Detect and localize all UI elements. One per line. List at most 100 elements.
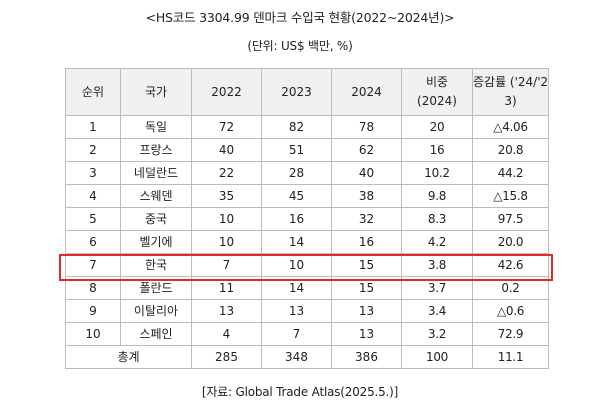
cell-growth: 20.8 bbox=[472, 138, 549, 162]
cell-growth: △4.06 bbox=[472, 115, 549, 139]
cell-growth: 72.9 bbox=[472, 322, 549, 346]
cell-growth: 20.0 bbox=[472, 230, 549, 254]
cell-rank: 1 bbox=[65, 115, 121, 139]
cell-2024: 38 bbox=[331, 184, 402, 208]
header-rank: 순위 bbox=[65, 68, 121, 116]
cell-2024: 32 bbox=[331, 207, 402, 231]
cell-2023: 51 bbox=[261, 138, 332, 162]
cell-2024: 78 bbox=[331, 115, 402, 139]
cell-2022: 10 bbox=[191, 207, 262, 231]
cell-share: 3.8 bbox=[401, 253, 473, 277]
cell-2024: 16 bbox=[331, 230, 402, 254]
cell-growth: 0.2 bbox=[472, 276, 549, 300]
unit-note: (단위: US$ 백만, %) bbox=[247, 39, 353, 53]
cell-rank: 6 bbox=[65, 230, 121, 254]
import-statistics-table: 순위 국가 2022 2023 2024 비중 (2024) 증감률 ('24/… bbox=[65, 68, 549, 369]
header-2024: 2024 bbox=[331, 68, 402, 116]
cell-country: 이탈리아 bbox=[120, 299, 192, 323]
cell-rank: 10 bbox=[65, 322, 121, 346]
table-row-highlighted: 7 한국 7 10 15 3.8 42.6 bbox=[65, 253, 549, 277]
cell-rank: 5 bbox=[65, 207, 121, 231]
cell-rank: 2 bbox=[65, 138, 121, 162]
table-body: 1 독일 72 82 78 20 △4.06 2 프랑스 40 51 62 16… bbox=[65, 115, 549, 369]
cell-share: 16 bbox=[401, 138, 473, 162]
cell-total-share: 100 bbox=[401, 345, 473, 369]
cell-2024: 15 bbox=[331, 276, 402, 300]
header-2022: 2022 bbox=[191, 68, 262, 116]
cell-2022: 72 bbox=[191, 115, 262, 139]
cell-2023: 28 bbox=[261, 161, 332, 185]
total-row: 총계 285 348 386 100 11.1 bbox=[65, 345, 549, 369]
cell-growth: △15.8 bbox=[472, 184, 549, 208]
cell-2022: 35 bbox=[191, 184, 262, 208]
cell-growth: 44.2 bbox=[472, 161, 549, 185]
cell-2022: 10 bbox=[191, 230, 262, 254]
table-row: 2 프랑스 40 51 62 16 20.8 bbox=[65, 138, 549, 162]
cell-2022: 22 bbox=[191, 161, 262, 185]
table-row: 9 이탈리아 13 13 13 3.4 △0.6 bbox=[65, 299, 549, 323]
table-row: 4 스웨덴 35 45 38 9.8 △15.8 bbox=[65, 184, 549, 208]
cell-share: 3.7 bbox=[401, 276, 473, 300]
cell-total-growth: 11.1 bbox=[472, 345, 549, 369]
table-title: <HS코드 3304.99 덴마크 수입국 현황(2022~2024년)> bbox=[145, 10, 455, 25]
header-share-line2: (2024) bbox=[417, 94, 457, 108]
cell-rank: 4 bbox=[65, 184, 121, 208]
cell-total-label: 총계 bbox=[65, 345, 192, 369]
header-growth-line1: 증감률 ('24/'2 bbox=[473, 75, 549, 89]
cell-2022: 4 bbox=[191, 322, 262, 346]
cell-rank: 9 bbox=[65, 299, 121, 323]
cell-rank: 8 bbox=[65, 276, 121, 300]
cell-country: 프랑스 bbox=[120, 138, 192, 162]
cell-2022: 40 bbox=[191, 138, 262, 162]
cell-country: 네덜란드 bbox=[120, 161, 192, 185]
table-row: 5 중국 10 16 32 8.3 97.5 bbox=[65, 207, 549, 231]
cell-2024: 40 bbox=[331, 161, 402, 185]
header-share-line1: 비중 bbox=[425, 75, 449, 89]
cell-2023: 45 bbox=[261, 184, 332, 208]
cell-growth: △0.6 bbox=[472, 299, 549, 323]
header-share: 비중 (2024) bbox=[401, 68, 473, 116]
header-2023: 2023 bbox=[261, 68, 332, 116]
cell-share: 9.8 bbox=[401, 184, 473, 208]
cell-2024: 15 bbox=[331, 253, 402, 277]
cell-total-2022: 285 bbox=[191, 345, 262, 369]
cell-rank: 7 bbox=[65, 253, 121, 277]
cell-country: 벨기에 bbox=[120, 230, 192, 254]
cell-2024: 13 bbox=[331, 322, 402, 346]
cell-2022: 11 bbox=[191, 276, 262, 300]
cell-country: 스페인 bbox=[120, 322, 192, 346]
header-growth-line2: 3) bbox=[504, 94, 517, 108]
table-row: 10 스페인 4 7 13 3.2 72.9 bbox=[65, 322, 549, 346]
cell-2023: 7 bbox=[261, 322, 332, 346]
cell-share: 3.4 bbox=[401, 299, 473, 323]
cell-share: 10.2 bbox=[401, 161, 473, 185]
cell-total-2024: 386 bbox=[331, 345, 402, 369]
cell-country: 독일 bbox=[120, 115, 192, 139]
header-row: 순위 국가 2022 2023 2024 비중 (2024) 증감률 ('24/… bbox=[65, 68, 549, 116]
cell-rank: 3 bbox=[65, 161, 121, 185]
cell-share: 8.3 bbox=[401, 207, 473, 231]
table-row: 8 폴란드 11 14 15 3.7 0.2 bbox=[65, 276, 549, 300]
cell-2024: 13 bbox=[331, 299, 402, 323]
table-row: 1 독일 72 82 78 20 △4.06 bbox=[65, 115, 549, 139]
cell-growth: 97.5 bbox=[472, 207, 549, 231]
cell-share: 3.2 bbox=[401, 322, 473, 346]
cell-country: 한국 bbox=[120, 253, 192, 277]
cell-2023: 10 bbox=[261, 253, 332, 277]
cell-2023: 14 bbox=[261, 230, 332, 254]
header-country: 국가 bbox=[120, 68, 192, 116]
cell-2023: 13 bbox=[261, 299, 332, 323]
cell-country: 중국 bbox=[120, 207, 192, 231]
cell-growth: 42.6 bbox=[472, 253, 549, 277]
cell-country: 스웨덴 bbox=[120, 184, 192, 208]
cell-2023: 14 bbox=[261, 276, 332, 300]
cell-2022: 13 bbox=[191, 299, 262, 323]
cell-2023: 16 bbox=[261, 207, 332, 231]
cell-2022: 7 bbox=[191, 253, 262, 277]
cell-country: 폴란드 bbox=[120, 276, 192, 300]
table-row: 3 네덜란드 22 28 40 10.2 44.2 bbox=[65, 161, 549, 185]
cell-share: 4.2 bbox=[401, 230, 473, 254]
cell-2023: 82 bbox=[261, 115, 332, 139]
header-growth: 증감률 ('24/'2 3) bbox=[472, 68, 549, 116]
cell-share: 20 bbox=[401, 115, 473, 139]
